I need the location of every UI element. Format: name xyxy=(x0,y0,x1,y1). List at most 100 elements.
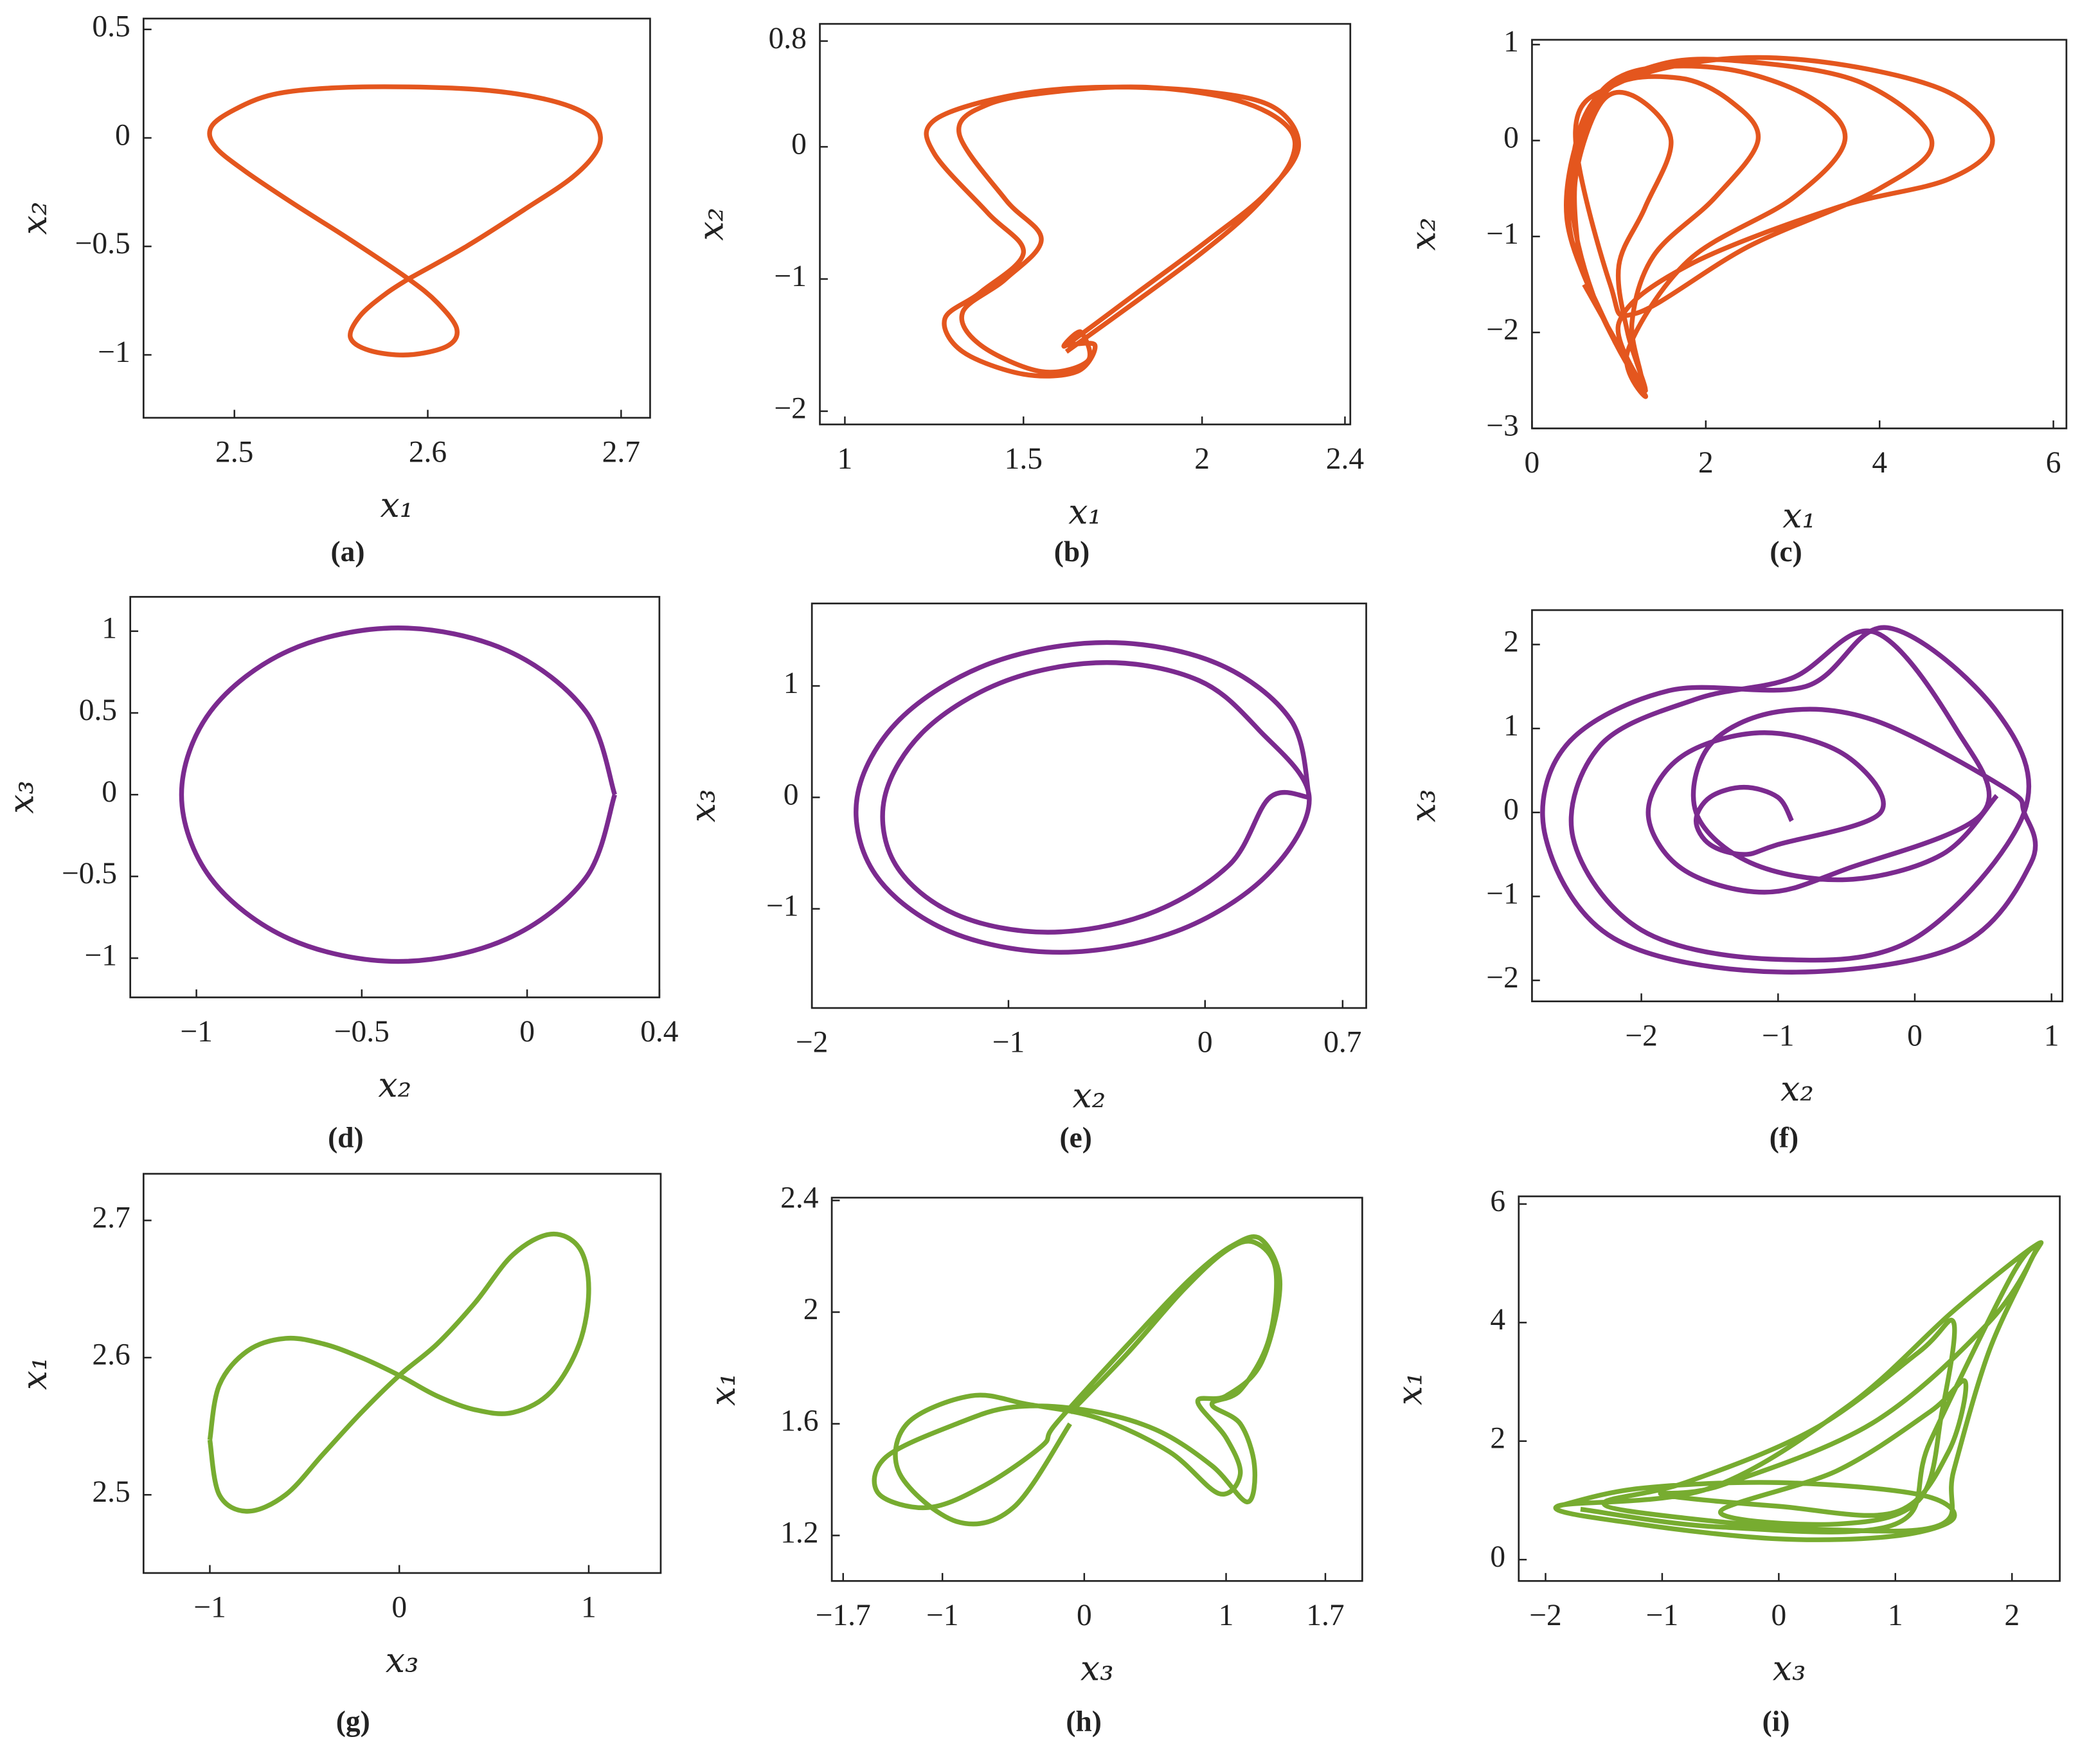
x-tick-label: 0 xyxy=(391,1591,407,1625)
y-tick-label: 2.4 xyxy=(780,1181,818,1214)
axes-box xyxy=(129,596,661,998)
y-tick-label: −1 xyxy=(98,336,130,369)
plot-area xyxy=(1564,55,1995,399)
y-tick-label: 2.7 xyxy=(92,1201,130,1234)
x-axis-label: x₁ xyxy=(380,485,413,525)
y-tick-label: 1 xyxy=(1503,25,1519,59)
x-tick-label: 0 xyxy=(1771,1599,1786,1632)
y-tick-label: −2 xyxy=(774,392,806,426)
y-tick-label: −1 xyxy=(774,260,806,293)
panel-caption: (e) xyxy=(1060,1122,1092,1154)
x-tick-label: −1 xyxy=(180,1015,212,1048)
x-tick-label: 1 xyxy=(838,442,853,476)
x-tick-label: 1 xyxy=(2044,1019,2059,1052)
x-tick-label: 0 xyxy=(1525,446,1540,480)
x-tick-label: −1 xyxy=(193,1591,226,1625)
x-tick-label: 1.5 xyxy=(1005,442,1043,476)
y-tick-label: 0.5 xyxy=(92,10,130,44)
y-tick-label: 0 xyxy=(1503,122,1519,155)
x-tick-label: 0 xyxy=(519,1015,535,1048)
trajectory xyxy=(207,84,603,357)
y-tick-label: 2 xyxy=(1503,625,1519,658)
y-tick-label: 1 xyxy=(1503,709,1519,742)
y-tick-label: −2 xyxy=(1486,313,1518,346)
y-tick-label: 6 xyxy=(1490,1185,1505,1218)
y-axis-label: x₃ xyxy=(1,780,42,814)
x-axis-label: x₁ xyxy=(1068,492,1102,532)
panel: −1.7 −1 0 1 1.7 1.2 1.6 2 2.4 x₃ x₁ (h) xyxy=(703,1181,1363,1738)
panel-caption: (f) xyxy=(1770,1122,1798,1154)
panel-caption: (a) xyxy=(331,536,365,568)
trajectory xyxy=(872,1234,1283,1527)
y-axis-label: x₃ xyxy=(1403,789,1443,822)
x-axis-label: x₂ xyxy=(1072,1075,1106,1115)
x-axis-label: x₃ xyxy=(386,1640,419,1680)
y-tick-label: −2 xyxy=(1486,961,1518,995)
panel: −2 −1 0 1 2 0 2 4 6 x₃ x₁ (i) xyxy=(1390,1185,2061,1738)
axes-box xyxy=(830,1196,1363,1582)
x-tick-label: 2.7 xyxy=(602,436,640,469)
y-tick-label: 1 xyxy=(784,667,799,700)
trajectory xyxy=(854,640,1312,955)
y-tick-label: 4 xyxy=(1490,1303,1505,1336)
panel: 1 1.5 2 2.4 −2 −1 0 0.8 x₁ x₂ (b) xyxy=(690,22,1364,568)
y-tick-label: 1.6 xyxy=(780,1405,818,1438)
panel: −2 −1 0 1 −2 −1 0 1 2 x₂ x₃ (f) xyxy=(1403,609,2064,1154)
x-tick-label: −1 xyxy=(992,1026,1025,1059)
trajectory xyxy=(924,84,1301,379)
panel-caption: (c) xyxy=(1770,536,1802,568)
x-tick-label: −0.5 xyxy=(334,1015,390,1048)
y-tick-label: 2 xyxy=(1490,1422,1505,1455)
y-tick-label: 0 xyxy=(1490,1540,1505,1574)
x-tick-label: 2 xyxy=(2004,1599,2020,1632)
y-tick-label: −1 xyxy=(1486,217,1518,251)
axes-box xyxy=(1518,1195,2061,1582)
x-tick-label: −1 xyxy=(1762,1019,1794,1052)
panel-caption: (i) xyxy=(1762,1706,1790,1738)
x-tick-label: 2.6 xyxy=(409,436,447,469)
x-tick-label: 2.5 xyxy=(215,436,253,469)
trajectory xyxy=(1540,625,2038,975)
x-tick-label: −2 xyxy=(1625,1019,1657,1052)
plot-area xyxy=(854,640,1312,955)
trajectory xyxy=(179,626,617,964)
panel-caption: (g) xyxy=(336,1706,370,1738)
axes-box xyxy=(142,17,651,419)
y-axis-label: x₁ xyxy=(703,1372,743,1406)
panel: −2 −1 0 0.7 −1 0 1 x₂ x₃ (e) xyxy=(683,602,1367,1154)
x-tick-label: 0.7 xyxy=(1323,1026,1361,1059)
x-tick-label: 2 xyxy=(1698,446,1714,480)
y-axis-label: x₃ xyxy=(683,789,723,822)
y-tick-label: −1 xyxy=(85,939,117,972)
x-tick-label: −1.7 xyxy=(816,1599,871,1632)
x-axis-label: x₃ xyxy=(1080,1648,1114,1689)
trajectory xyxy=(1553,1240,2044,1542)
y-tick-label: 0.5 xyxy=(79,694,117,727)
y-axis-label: x₂ xyxy=(690,208,731,241)
x-tick-label: 1 xyxy=(1219,1599,1234,1632)
panel: −1 −0.5 0 0.4 −1 −0.5 0 0.5 1 x₂ x₃ (d) xyxy=(1,596,679,1154)
panel: 2.5 2.6 2.7 −1 −0.5 0 0.5 x₁ x₂ (a) xyxy=(14,10,651,568)
x-tick-label: 2 xyxy=(1194,442,1210,476)
x-tick-label: 0 xyxy=(1197,1026,1213,1059)
x-axis-label: x₃ xyxy=(1773,1648,1806,1689)
axes-box xyxy=(1531,39,2068,429)
x-tick-label: 6 xyxy=(2046,446,2061,480)
plot-area xyxy=(179,626,617,964)
y-tick-label: −0.5 xyxy=(62,857,117,890)
y-axis-label: x₁ xyxy=(1390,1372,1430,1405)
plot-area xyxy=(872,1234,1283,1527)
y-axis-label: x₂ xyxy=(1403,217,1443,251)
x-axis-label: x₂ xyxy=(1780,1068,1814,1109)
axes-box xyxy=(819,22,1352,426)
panel-caption: (d) xyxy=(328,1122,363,1154)
axes-box xyxy=(142,1173,662,1574)
y-tick-label: 2.5 xyxy=(92,1475,130,1509)
x-tick-label: 0 xyxy=(1077,1599,1092,1632)
y-tick-label: −1 xyxy=(1486,877,1518,910)
y-axis-label: x₂ xyxy=(14,202,55,235)
y-tick-label: 2.6 xyxy=(92,1338,130,1372)
plot-area xyxy=(207,84,603,357)
panel-caption: (h) xyxy=(1066,1706,1101,1738)
